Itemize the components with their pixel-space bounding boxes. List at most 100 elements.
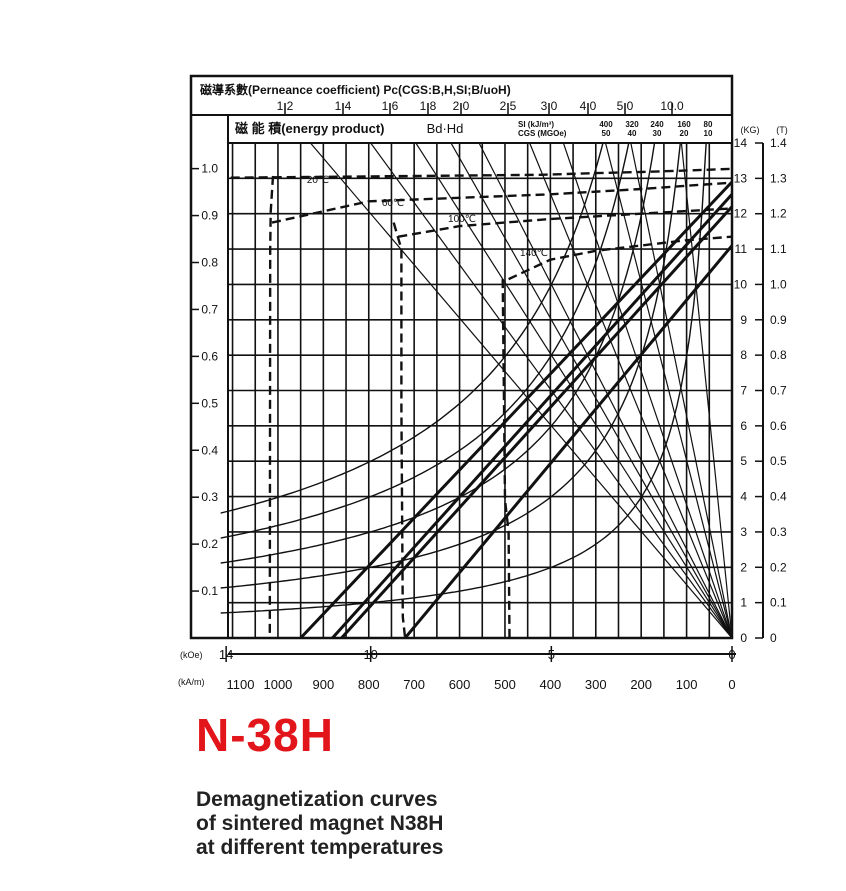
left-axis-label: 0.3 [201, 490, 218, 504]
kg-tick-label: 1 [740, 596, 747, 610]
left-axis-label: 1.0 [201, 162, 218, 176]
left-axis-label: 0.4 [201, 443, 218, 457]
kam-tick-label: 700 [403, 677, 425, 692]
kam-tick-label: 500 [494, 677, 516, 692]
permeance-line [679, 128, 733, 639]
left-axis-label: 0.8 [201, 256, 218, 270]
kg-tick-label: 10 [734, 277, 748, 291]
energy-product-curve [220, 142, 707, 614]
permeance-tick-label: 1.6 [382, 99, 399, 113]
energy-band-bg [229, 116, 731, 142]
left-axis-label: 0.5 [201, 396, 218, 410]
energy-product-curve [220, 133, 657, 564]
tesla-tick-label: 0.5 [770, 454, 787, 468]
kam-tick-label: 1100 [227, 677, 255, 692]
permeance-line [471, 128, 733, 639]
left-axis-label: 0.1 [201, 584, 218, 598]
energy-si-value: 320 [625, 120, 639, 129]
energy-cgs-value: 10 [704, 129, 713, 138]
grade-title: N-38H [196, 709, 334, 761]
energy-product-curve [220, 135, 682, 589]
tesla-tick-label: 0.9 [770, 313, 787, 327]
kg-tick-label: 3 [740, 525, 747, 539]
left-axis-label: 0.6 [201, 349, 218, 363]
demag-line [340, 205, 734, 640]
chart-frame [189, 74, 734, 640]
plot-frame [189, 74, 734, 640]
chart-curves [220, 128, 734, 640]
energy-product-curve [220, 132, 632, 539]
tesla-tick-label: 1.0 [770, 277, 787, 291]
koe-tick-label: 10 [363, 647, 377, 662]
kam-tick-label: 100 [676, 677, 698, 692]
tesla-tick-label: 1.3 [770, 171, 787, 185]
kg-tick-label: 12 [734, 207, 748, 221]
kg-tick-label: 7 [740, 384, 747, 398]
caption-line-1: Demagnetization curves [196, 788, 438, 811]
energy-cgs-label: CGS (MGOe) [518, 129, 567, 138]
caption-line-2: of sintered magnet N38H [196, 812, 444, 835]
kg-tick-label: 2 [740, 560, 747, 574]
permeance-tick-label: 3.0 [541, 99, 558, 113]
permeance-tick-label: 1.4 [335, 99, 352, 113]
energy-si-value: 80 [704, 120, 713, 129]
kam-tick-label: 600 [449, 677, 471, 692]
kg-tick-label: 11 [735, 242, 748, 256]
kam-tick-label: 300 [585, 677, 607, 692]
permeance-tick-label: 1.2 [277, 99, 294, 113]
energy-axis-title: 磁 能 積(energy product) [235, 121, 385, 136]
energy-cgs-value: 20 [680, 129, 689, 138]
tesla-unit-label: (T) [776, 125, 788, 135]
energy-si-label: SI (kJ/m³) [518, 120, 554, 129]
left-axis-label: 0.2 [201, 537, 218, 551]
permeance-line [557, 128, 733, 639]
tesla-tick-label: 1.4 [770, 136, 787, 150]
chart-grid [228, 142, 733, 639]
kam-tick-label: 400 [540, 677, 562, 692]
kg-tick-label: 8 [740, 348, 747, 362]
permeance-line [297, 128, 733, 639]
permeance-line [627, 128, 733, 639]
kam-tick-label: 900 [312, 677, 334, 692]
permeance-line [406, 128, 733, 639]
chart-labels: 20℃ 60℃ 100℃ 140℃ 磁導系數(Perneance coefficient… [178, 82, 788, 692]
koe-tick-label: 14 [219, 647, 233, 662]
kg-unit-label: (KG) [741, 125, 760, 135]
kam-tick-label: 1000 [263, 677, 292, 692]
temperature-label: 20℃ [307, 175, 329, 186]
permeance-line [442, 128, 733, 639]
left-axis-label: 0.7 [201, 302, 218, 316]
permeance-line [359, 128, 733, 639]
energy-si-value: 240 [650, 120, 664, 129]
energy-si-value: 400 [599, 120, 613, 129]
energy-cgs-value: 40 [628, 129, 637, 138]
koe-unit-label: (kOe) [180, 650, 203, 660]
kg-tick-label: 5 [740, 454, 747, 468]
koe-tick-label: 0 [728, 647, 735, 662]
permeance-tick-label: 2.0 [453, 99, 470, 113]
tesla-tick-label: 0.8 [770, 348, 787, 362]
permeance-tick-label: 4.0 [580, 99, 597, 113]
tesla-tick-label: 0.2 [770, 560, 787, 574]
caption-line-3: at different temperatures [196, 836, 444, 859]
kg-tick-label: 6 [740, 419, 747, 433]
chart-caption: Demagnetization curves of sintered magne… [196, 788, 443, 860]
temperature-curve-knee [392, 222, 407, 639]
left-axis-label: 0.9 [201, 209, 218, 223]
kg-tick-label: 9 [740, 313, 747, 327]
tesla-tick-label: 0.4 [770, 490, 787, 504]
temperature-curve [271, 181, 733, 224]
kam-tick-label: 800 [358, 677, 380, 692]
demag-line [331, 193, 734, 640]
permeance-axis-title: 磁導系數(Perneance coefficient) Pc(CGS:B,H,S… [199, 82, 511, 97]
kg-tick-label: 14 [734, 136, 748, 150]
demag-line [403, 244, 734, 639]
tesla-tick-label: 0.1 [770, 596, 787, 610]
kam-tick-label: 0 [728, 677, 735, 692]
temperature-label: 100℃ [448, 214, 476, 225]
temperature-label: 60℃ [382, 198, 404, 209]
koe-tick-label: 5 [548, 647, 555, 662]
kg-tick-label: 4 [740, 490, 747, 504]
tesla-tick-label: 0 [770, 631, 777, 645]
